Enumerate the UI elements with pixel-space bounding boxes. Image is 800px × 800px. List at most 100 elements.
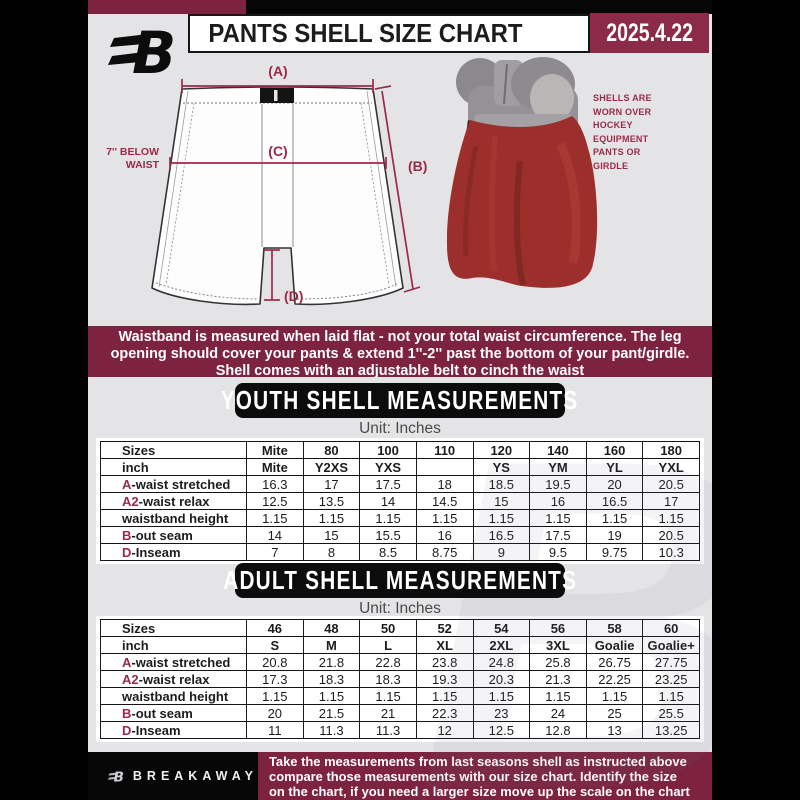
table-cell: 16 — [529, 492, 587, 510]
table-cell: Y2XS — [302, 458, 361, 476]
row-label: waistband height — [100, 509, 247, 527]
table-cell: 18.5 — [472, 475, 531, 493]
measurement-b-label: (B) — [408, 158, 427, 174]
table-cell: Mite — [246, 441, 304, 459]
table-cell: 1.15 — [585, 509, 644, 527]
table-cell: 21.5 — [302, 704, 361, 722]
table-cell: 15 — [302, 526, 361, 544]
banner-line-3: Shell comes with an adjustable belt to c… — [215, 362, 585, 379]
table-cell: 3XL — [529, 636, 587, 654]
table-cell: 80 — [302, 441, 361, 459]
table-row: B-out seam 14 15 15.5 16 16.5 17.5 19 20.5 — [100, 526, 700, 544]
waistband-info-banner: Waistband is measured when laid flat - n… — [88, 326, 712, 379]
youth-section-title: YOUTH SHELL MEASUREMENTS — [221, 385, 579, 415]
shell-product-photo — [446, 57, 598, 288]
table-cell: 15.5 — [359, 526, 417, 544]
table-cell: 8.5 — [359, 543, 417, 561]
date-badge: 2025.4.22 — [590, 13, 709, 53]
table-cell: YM — [529, 458, 587, 476]
table-cell: 17.3 — [246, 670, 304, 688]
table-cell: 18.3 — [302, 670, 361, 688]
measurement-b — [374, 85, 421, 293]
size-chart-page: B PANTS SHELL SIZE CHART 2025.4.22 — [88, 0, 712, 800]
table-cell: 9.75 — [585, 543, 644, 561]
table-cell: 23 — [472, 704, 531, 722]
table-cell: 22.8 — [359, 653, 417, 671]
row-label: A2-waist relax — [100, 492, 247, 510]
table-cell: 1.15 — [529, 687, 587, 705]
table-cell: 18 — [415, 475, 474, 493]
table-row: A2-waist relax 17.3 18.3 18.3 19.3 20.3 21.3 22… — [100, 670, 700, 688]
table-cell: 17.5 — [359, 475, 417, 493]
table-cell: 1.15 — [529, 509, 587, 527]
table-cell: 25.5 — [642, 704, 700, 722]
table-cell: Goalie — [585, 636, 644, 654]
row-label: inch — [100, 636, 247, 654]
table-cell: 23.25 — [642, 670, 700, 688]
footer-line-3: on the chart, if you need a larger size … — [269, 783, 690, 799]
youth-table-panel: Sizes Mite 80 100 110 120 140 160 180 inch Mite Y2X… — [96, 438, 704, 564]
breakaway-logo-icon: B — [108, 19, 176, 82]
table-row: D-Inseam 7 8 8.5 8.75 9 9.5 9.75 10.3 — [100, 543, 700, 561]
row-label: waistband height — [100, 687, 247, 705]
table-cell: 25 — [585, 704, 644, 722]
table-cell: 1.15 — [585, 687, 644, 705]
row-label: Sizes — [100, 441, 247, 459]
table-cell: 15 — [472, 492, 531, 510]
table-row: B-out seam 20 21.5 21 22.3 23 24 25 25.5 — [100, 704, 700, 722]
table-cell: YS — [472, 458, 531, 476]
table-cell: 1.15 — [302, 509, 361, 527]
table-cell: 13.25 — [642, 721, 700, 739]
svg-text:B: B — [132, 19, 176, 82]
adult-measurements-table: Sizes 46 48 50 52 54 56 58 60 inch S M L XL 2XL 3XL Goal… — [100, 619, 700, 739]
table-cell: YXS — [359, 458, 417, 476]
table-row: A2-waist relax 12.5 13.5 14 14.5 15 16 16.5 17 — [100, 492, 700, 510]
table-cell: 1.15 — [359, 509, 417, 527]
table-cell: 19.5 — [529, 475, 587, 493]
table-cell: 20.5 — [642, 475, 700, 493]
table-cell: 17 — [642, 492, 700, 510]
table-cell: Mite — [246, 458, 304, 476]
table-cell: 120 — [472, 441, 531, 459]
waist-note-line1: 7'' BELOW — [106, 146, 159, 158]
table-cell: 20.5 — [642, 526, 700, 544]
measurement-a-label: (A) — [268, 63, 287, 79]
red-shell — [446, 116, 598, 288]
youth-section-header: YOUTH SHELL MEASUREMENTS — [221, 383, 578, 418]
row-label: A-waist stretched — [100, 475, 247, 493]
table-cell: 1.15 — [302, 687, 361, 705]
shorts-outline — [151, 86, 404, 306]
belt-buckle — [260, 88, 294, 103]
table-row: Sizes 46 48 50 52 54 56 58 60 — [100, 619, 700, 637]
table-cell: 25.8 — [529, 653, 587, 671]
table-cell: 1.15 — [415, 509, 474, 527]
table-cell: 20 — [585, 475, 644, 493]
table-cell: M — [302, 636, 361, 654]
table-row: Sizes Mite 80 100 110 120 140 160 180 — [100, 441, 700, 459]
table-cell: 27.75 — [642, 653, 700, 671]
table-cell: 48 — [302, 619, 361, 637]
table-cell: 24 — [529, 704, 587, 722]
row-label: A2-waist relax — [100, 670, 247, 688]
row-label: B-out seam — [100, 526, 247, 544]
table-cell: 14.5 — [415, 492, 474, 510]
table-cell: 52 — [415, 619, 474, 637]
table-cell: 22.3 — [415, 704, 474, 722]
table-row: inch Mite Y2XS YXS YS YM YL YXL — [100, 458, 700, 476]
youth-measurements-table: Sizes Mite 80 100 110 120 140 160 180 inch Mite Y2X… — [100, 441, 700, 561]
table-cell: 14 — [359, 492, 417, 510]
table-cell: 20 — [246, 704, 304, 722]
breakaway-footer-logo-icon: B — [108, 770, 124, 786]
row-label: A-waist stretched — [100, 653, 247, 671]
table-cell: 7 — [246, 543, 304, 561]
table-cell — [415, 458, 474, 476]
youth-unit-label: Unit: Inches — [359, 420, 441, 437]
table-cell: 12.8 — [529, 721, 587, 739]
row-label: inch — [100, 458, 247, 476]
measurement-d — [264, 249, 280, 301]
table-cell: 16.5 — [585, 492, 644, 510]
table-cell: 2XL — [472, 636, 531, 654]
table-cell: 12.5 — [246, 492, 304, 510]
table-cell: 160 — [585, 441, 644, 459]
table-cell: 11 — [246, 721, 304, 739]
